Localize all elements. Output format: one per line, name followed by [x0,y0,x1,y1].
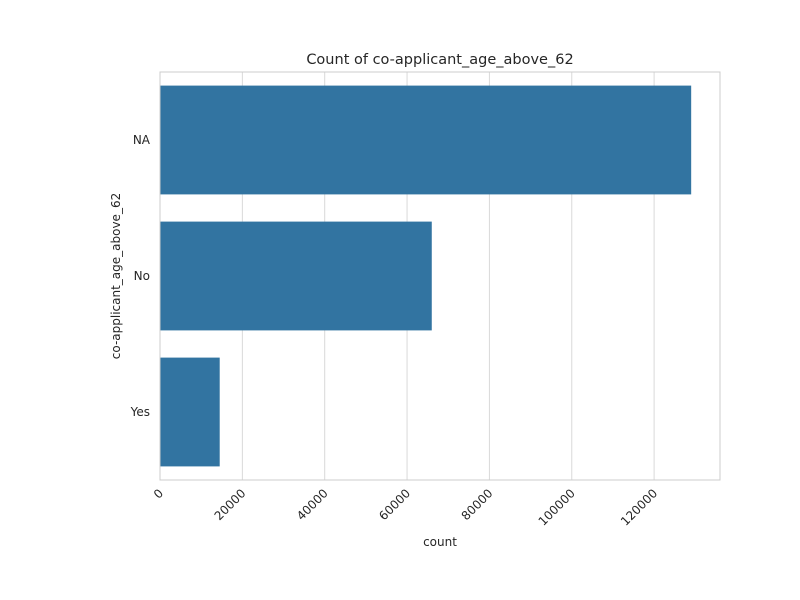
bar-no [160,221,432,331]
y-tick-label: NA [133,133,151,147]
bar-na [160,85,692,195]
y-axis-label: co-applicant_age_above_62 [109,193,123,359]
bar-yes [160,357,220,467]
y-tick-labels: NA No Yes [130,133,151,419]
y-tick-label: No [134,269,150,283]
plot-frame [159,71,721,481]
bars [160,85,692,467]
chart-title: Count of co-applicant_age_above_62 [306,52,573,68]
x-axis-label: count [423,535,457,549]
y-tick-label: Yes [130,405,150,419]
